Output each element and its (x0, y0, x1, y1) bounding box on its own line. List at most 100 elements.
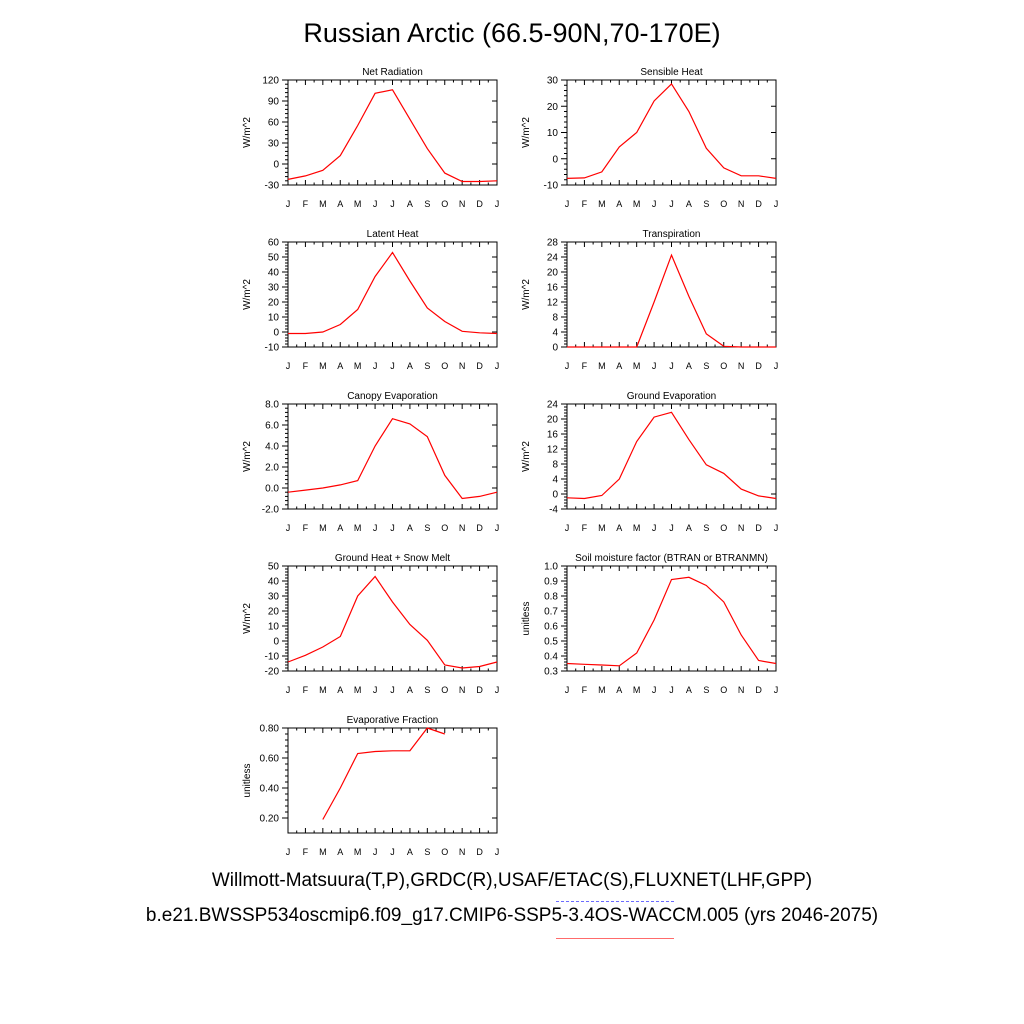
x-tick-label: M (319, 685, 327, 695)
x-tick-label: A (337, 199, 343, 209)
y-tick-label: 0.4 (544, 652, 558, 663)
y-tick-label: 4 (552, 475, 558, 486)
x-tick-label: J (774, 685, 779, 695)
x-tick-label: M (354, 361, 362, 371)
x-tick-label: A (407, 523, 413, 533)
x-tick-label: S (424, 847, 430, 857)
y-tick-label: 30 (268, 592, 280, 603)
y-tick-label: 0.20 (260, 814, 280, 825)
y-tick-label: 0.9 (544, 577, 558, 588)
x-tick-label: A (686, 523, 692, 533)
x-tick-label: M (633, 361, 641, 371)
x-tick-label: O (720, 361, 727, 371)
x-tick-label: S (703, 523, 709, 533)
y-tick-label: 120 (262, 76, 279, 87)
x-tick-label: F (582, 685, 588, 695)
x-tick-label: J (652, 685, 657, 695)
x-tick-label: M (633, 199, 641, 209)
panel-title: Ground Evaporation (627, 391, 717, 402)
x-tick-label: J (495, 199, 500, 209)
x-tick-label: N (459, 199, 466, 209)
x-tick-label: M (354, 199, 362, 209)
x-tick-label: J (286, 199, 291, 209)
y-tick-label: 0.0 (265, 484, 279, 495)
y-tick-label: 24 (547, 253, 559, 264)
y-tick-label: 0.60 (260, 754, 280, 765)
y-tick-label: 30 (268, 283, 280, 294)
y-tick-label: 30 (268, 139, 280, 150)
x-tick-label: A (337, 361, 343, 371)
y-axis-label: W/m^2 (242, 441, 253, 472)
x-tick-label: D (476, 361, 483, 371)
y-tick-label: 0.7 (544, 607, 558, 618)
x-tick-label: J (373, 199, 378, 209)
x-tick-label: N (459, 361, 466, 371)
y-tick-label: 90 (268, 97, 280, 108)
x-tick-label: N (738, 199, 745, 209)
x-tick-label: O (441, 523, 448, 533)
series-line (288, 251, 498, 335)
y-tick-label: 0 (273, 637, 279, 648)
x-tick-label: A (407, 685, 413, 695)
y-tick-label: 0.80 (260, 724, 280, 735)
x-tick-label: A (616, 685, 622, 695)
x-tick-label: N (459, 847, 466, 857)
x-tick-label: J (373, 361, 378, 371)
x-tick-label: M (319, 523, 327, 533)
x-tick-label: A (686, 685, 692, 695)
x-tick-label: M (319, 361, 327, 371)
panel-title: Ground Heat + Snow Melt (335, 553, 451, 564)
x-tick-label: J (495, 847, 500, 857)
y-tick-label: 0.40 (260, 784, 280, 795)
plot-frame (566, 565, 777, 672)
x-tick-label: J (390, 199, 395, 209)
x-tick-label: F (582, 523, 588, 533)
panel-title: Sensible Heat (640, 67, 702, 78)
x-tick-label: F (303, 361, 309, 371)
y-tick-label: -2.0 (262, 505, 280, 516)
x-tick-label: F (582, 361, 588, 371)
y-tick-label: 40 (268, 577, 280, 588)
x-tick-label: J (286, 361, 291, 371)
x-tick-label: D (476, 685, 483, 695)
y-tick-label: 60 (268, 238, 280, 249)
x-tick-label: J (669, 523, 674, 533)
y-tick-label: 0.8 (544, 592, 558, 603)
y-tick-label: 20 (547, 102, 559, 113)
x-tick-label: N (459, 685, 466, 695)
x-tick-label: A (616, 361, 622, 371)
x-tick-label: F (303, 685, 309, 695)
x-tick-label: J (286, 847, 291, 857)
x-tick-label: A (407, 199, 413, 209)
x-tick-label: M (354, 847, 362, 857)
y-tick-label: -30 (265, 181, 280, 192)
y-tick-label: 40 (268, 268, 280, 279)
y-tick-label: 0 (552, 343, 558, 354)
y-axis-label: W/m^2 (242, 117, 253, 148)
x-tick-label: M (598, 361, 606, 371)
legend-model-swatch (556, 938, 674, 939)
y-tick-label: 10 (268, 313, 280, 324)
x-tick-label: M (319, 199, 327, 209)
x-tick-label: S (703, 361, 709, 371)
x-tick-label: J (286, 523, 291, 533)
x-tick-label: S (703, 199, 709, 209)
x-tick-label: M (598, 199, 606, 209)
x-tick-label: F (303, 847, 309, 857)
y-tick-label: 10 (268, 622, 280, 633)
x-tick-label: J (373, 523, 378, 533)
x-tick-label: J (774, 523, 779, 533)
y-tick-label: 50 (268, 253, 280, 264)
y-tick-label: 1.0 (544, 562, 558, 573)
x-tick-label: D (476, 847, 483, 857)
y-tick-label: 20 (547, 268, 559, 279)
x-tick-label: O (720, 199, 727, 209)
x-tick-label: J (774, 199, 779, 209)
x-tick-label: J (373, 847, 378, 857)
x-tick-label: J (390, 361, 395, 371)
series-line (287, 89, 498, 183)
y-tick-label: 2.0 (265, 463, 279, 474)
